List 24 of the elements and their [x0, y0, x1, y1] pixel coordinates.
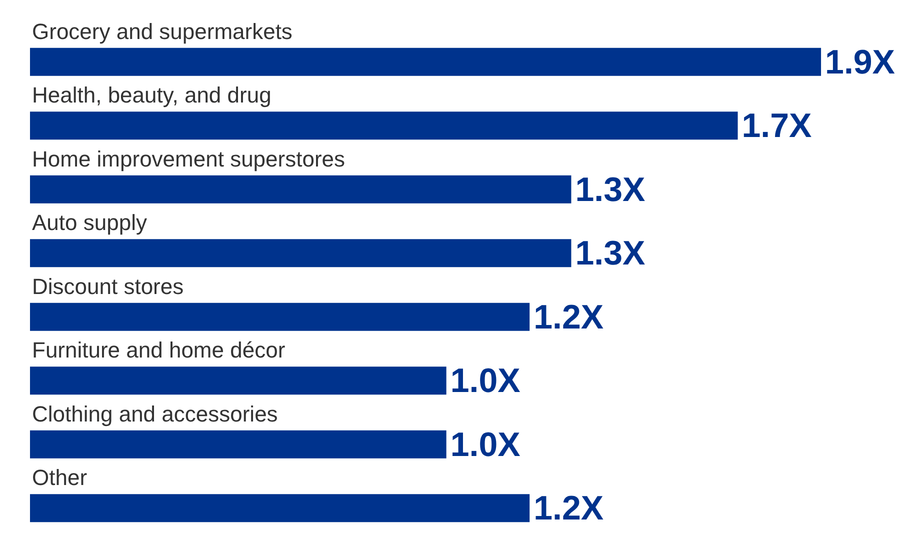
data-label: 1.2X: [534, 298, 604, 336]
bar: [30, 302, 530, 331]
bar: [30, 48, 822, 76]
y-tick-label: Health, beauty, and drug: [32, 82, 272, 108]
y-tick-label: Auto supply: [32, 210, 147, 236]
y-tick-label: Furniture and home décor: [32, 338, 286, 363]
bar: [30, 112, 738, 140]
data-label: 1.0X: [450, 362, 521, 400]
y-tick-label: Clothing and accessories: [32, 401, 278, 426]
data-label: 1.7X: [742, 107, 812, 145]
bar: [30, 175, 572, 204]
bar: [30, 366, 446, 395]
y-tick-label: Home improvement superstores: [32, 146, 346, 172]
data-label: 1.9X: [825, 43, 896, 82]
data-label: 1.0X: [450, 426, 521, 464]
bar: [30, 430, 446, 458]
bar: [30, 494, 530, 522]
y-tick-label: Other: [32, 465, 88, 490]
data-label: 1.2X: [534, 490, 604, 528]
y-tick-label: Grocery and supermarkets: [32, 18, 292, 44]
y-tick-label: Discount stores: [32, 274, 184, 299]
bar: [30, 239, 572, 268]
data-label: 1.3X: [575, 234, 646, 272]
data-label: 1.3X: [575, 170, 646, 209]
